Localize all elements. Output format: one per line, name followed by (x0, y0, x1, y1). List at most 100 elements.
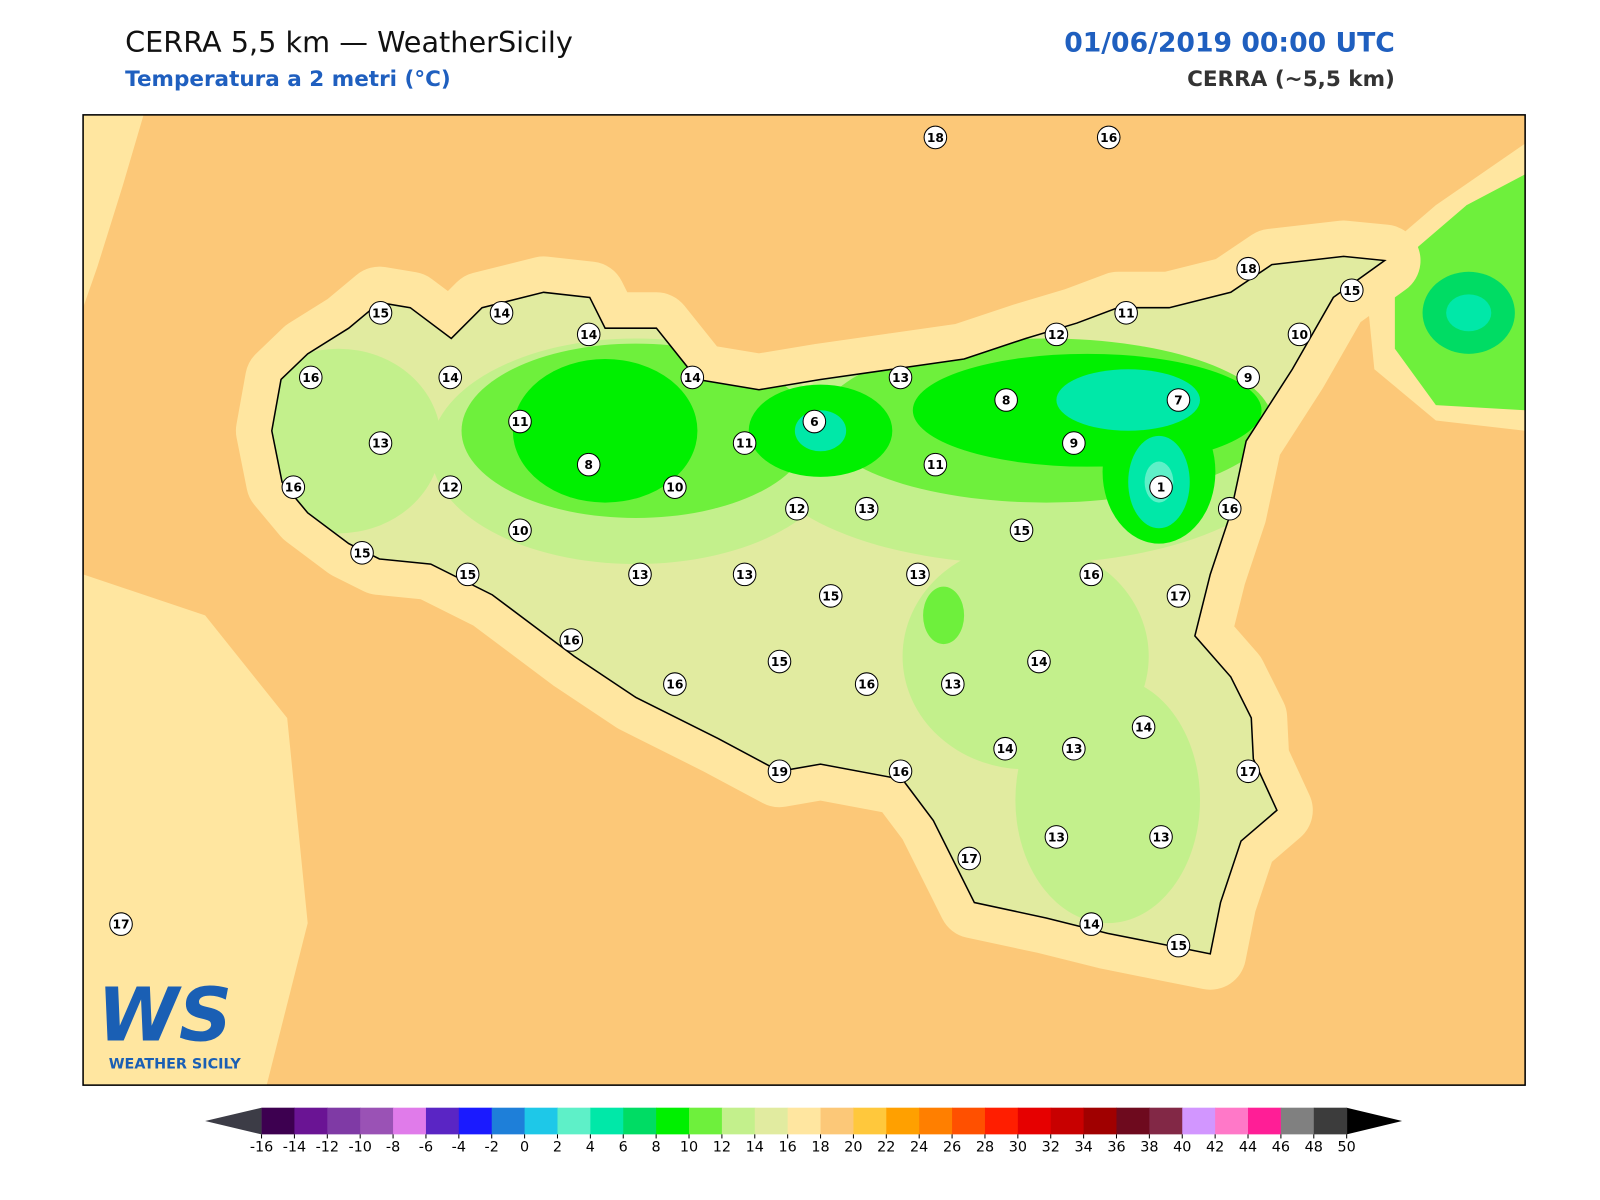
colorbar-tick-label: -4 (452, 1140, 466, 1156)
station-marker (508, 409, 532, 434)
station-marker (785, 496, 809, 521)
station-marker (1079, 562, 1104, 587)
colorbar-box (491, 1107, 526, 1135)
colorbar-box (787, 1107, 822, 1135)
station-marker (1114, 301, 1138, 325)
station-value: 15 (1170, 939, 1187, 953)
station-value: 17 (1240, 765, 1257, 779)
colorbar-box (1182, 1107, 1216, 1135)
colorbar-box (853, 1107, 887, 1135)
field-zone (1056, 369, 1200, 431)
field-zone (1015, 676, 1200, 924)
colorbar-tick-label: -14 (283, 1140, 306, 1156)
colorbar-tick-label: 44 (1239, 1140, 1257, 1156)
station-marker (1287, 322, 1312, 347)
station-marker (109, 912, 133, 936)
colorbar-box (721, 1107, 756, 1135)
station-marker (1236, 365, 1260, 390)
colorbar-over (1346, 1107, 1403, 1135)
station-value: 6 (810, 415, 819, 429)
station-marker (888, 365, 913, 390)
station-marker (576, 452, 601, 477)
station-marker (923, 452, 948, 477)
colorbar-box (524, 1107, 558, 1135)
station-value: 18 (1240, 262, 1257, 276)
station-value: 15 (459, 568, 476, 582)
station-value: 16 (858, 678, 875, 692)
station-marker (350, 541, 374, 565)
station-marker (994, 388, 1018, 412)
colorbar-box (458, 1107, 493, 1135)
station-value: 12 (442, 481, 459, 495)
station-marker (802, 409, 827, 434)
station-marker (1044, 825, 1069, 849)
station-marker (888, 759, 913, 784)
station-value: 16 (302, 371, 319, 385)
colorbar-box (656, 1107, 690, 1135)
colorbar-tick-label: 38 (1140, 1140, 1158, 1156)
station-value: 8 (584, 458, 593, 472)
logo-caption: WEATHER SICILY (109, 1057, 242, 1073)
station-marker (957, 846, 982, 871)
colorbar-box (1017, 1107, 1052, 1135)
station-marker (1217, 496, 1242, 521)
station-marker (854, 496, 879, 521)
colorbar-tick-label: 18 (811, 1140, 829, 1156)
station-marker (368, 431, 393, 455)
field-zone (83, 114, 144, 308)
station-value: 13 (1065, 742, 1082, 756)
station-marker (1131, 715, 1156, 739)
station-value: 14 (580, 328, 597, 342)
station-marker (628, 562, 652, 587)
colorbar-tick-label: 34 (1074, 1140, 1092, 1156)
colorbar-tick-label: -8 (386, 1140, 400, 1156)
colorbar-box (952, 1107, 986, 1135)
station-value: 16 (1100, 131, 1117, 145)
station-value: 19 (771, 765, 788, 779)
colorbar-tick-label: 24 (910, 1140, 928, 1156)
model-label: CERRA (~5,5 km) (1187, 67, 1395, 92)
station-marker (508, 518, 532, 543)
colorbar-tick-label: -6 (419, 1140, 433, 1156)
station-marker (1149, 475, 1173, 499)
colorbar-tick-label: 46 (1272, 1140, 1290, 1156)
station-marker (559, 628, 584, 652)
title: CERRA 5,5 km — WeatherSicily (125, 25, 573, 59)
colorbar-tick-label: -16 (250, 1140, 273, 1156)
station-value: 14 (493, 306, 510, 320)
station-value: 12 (1048, 328, 1065, 342)
station-value: 13 (858, 502, 875, 516)
station-marker (1236, 256, 1260, 281)
colorbar-tick-label: 16 (779, 1140, 797, 1156)
coastline (271, 255, 1387, 955)
station-value: 14 (997, 742, 1014, 756)
subtitle: Temperatura a 2 metri (°C) (125, 67, 451, 92)
station-value: 16 (892, 765, 909, 779)
colorbar-tick-label: 6 (619, 1140, 628, 1156)
colorbar-box (360, 1107, 394, 1135)
colorbar-tick-label: 36 (1107, 1140, 1125, 1156)
station-value: 16 (1221, 502, 1238, 516)
station-marker (854, 672, 879, 696)
colorbar-tick-label: 0 (520, 1140, 529, 1156)
colorbar-box (261, 1107, 295, 1135)
station-marker (1166, 388, 1191, 412)
station-marker (1149, 825, 1173, 849)
station-marker (489, 301, 514, 325)
station-marker (732, 431, 757, 455)
station-value: 15 (822, 589, 839, 603)
station-value: 12 (788, 502, 805, 516)
colorbar-box (1083, 1107, 1118, 1135)
station-marker (1079, 912, 1104, 936)
field-zone (512, 358, 698, 503)
colorbar-tick-label: 2 (553, 1140, 562, 1156)
colorbar-box (1248, 1107, 1282, 1135)
station-marker (1062, 736, 1086, 761)
station-marker (1062, 431, 1086, 455)
station-value: 16 (1083, 568, 1100, 582)
station-value: 13 (372, 437, 389, 451)
colorbar-tick-label: 20 (844, 1140, 862, 1156)
station-value: 9 (1070, 437, 1079, 451)
